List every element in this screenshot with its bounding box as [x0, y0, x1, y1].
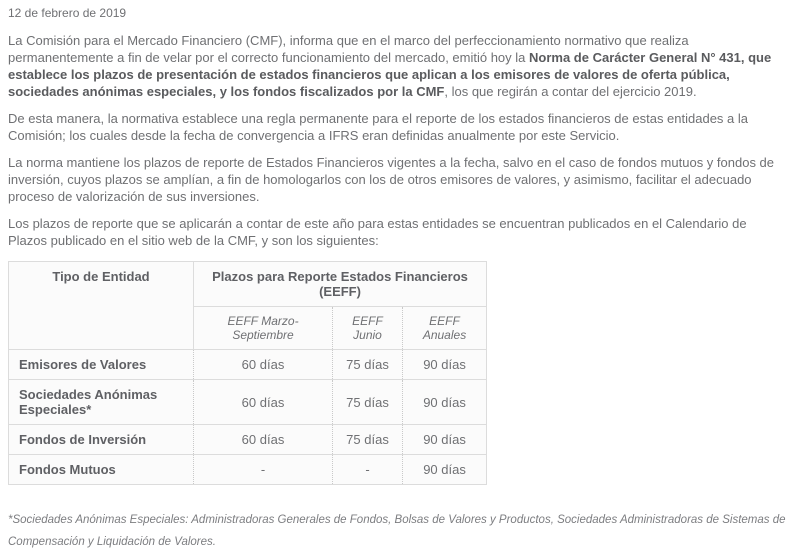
table-subheader-junio: EEFF Junio: [332, 306, 403, 350]
paragraph-intro: La Comisión para el Mercado Financiero (…: [8, 32, 786, 100]
value-marzo-septiembre: -: [193, 454, 333, 485]
publication-date: 12 de febrero de 2019: [8, 6, 127, 20]
paragraph-intro-pre: La Comisión para el Mercado Financiero (…: [8, 33, 689, 65]
paragraph-calendario-plazos: Los plazos de reporte que se aplicarán a…: [8, 216, 747, 248]
value-anuales: 90 días: [401, 379, 487, 425]
eeff-deadlines-table: Tipo de Entidad Plazos para Reporte Esta…: [8, 261, 488, 485]
value-junio: -: [332, 454, 403, 485]
table-header-entity-type: Tipo de Entidad: [52, 269, 150, 284]
value-junio: 75 días: [332, 349, 403, 380]
norma-caracter-general-bold-text: Norma de Carácter General N° 431, que es…: [8, 50, 772, 99]
table-row-fondos-inversion: Fondos de Inversión 60 días 75 días 90 d…: [8, 424, 487, 455]
value-marzo-septiembre: 60 días: [193, 349, 333, 380]
entity-label: Fondos de Inversión: [8, 424, 194, 455]
entity-label: Fondos Mutuos: [8, 454, 194, 485]
value-anuales: 90 días: [401, 349, 487, 380]
paragraph-regla-permanente: De esta manera, la normativa establece u…: [8, 111, 749, 143]
table-subheader-anuales: EEFF Anuales: [401, 306, 487, 350]
value-marzo-septiembre: 60 días: [193, 379, 333, 425]
table-row-emisores-valores: Emisores de Valores 60 días 75 días 90 d…: [8, 349, 487, 380]
value-anuales: 90 días: [401, 424, 487, 455]
press-release-page: 12 de febrero de 2019 La Comisión para e…: [8, 6, 786, 548]
table-subheader-row: EEFF Marzo-Septiembre EEFF Junio EEFF An…: [9, 306, 487, 350]
value-anuales: 90 días: [401, 454, 487, 485]
entity-label: Emisores de Valores: [8, 349, 194, 380]
table-row-fondos-mutuos: Fondos Mutuos - - 90 días: [8, 454, 487, 485]
table-row-sociedades-anonimas: Sociedades Anónimas Especiales* 60 días …: [8, 379, 487, 425]
value-marzo-septiembre: 60 días: [193, 424, 333, 455]
value-junio: 75 días: [332, 379, 403, 425]
table-header-row: Tipo de Entidad Plazos para Reporte Esta…: [9, 261, 487, 307]
table-header-plazos-group: Plazos para Reporte Estados Financieros …: [192, 261, 487, 307]
paragraph-plazos-vigentes: La norma mantiene los plazos de reporte …: [8, 155, 775, 204]
paragraph-intro-post: , los que regirán a contar del ejercicio…: [444, 84, 697, 99]
sociedades-anonimas-footnote: *Sociedades Anónimas Especiales: Adminis…: [8, 514, 786, 548]
entity-label: Sociedades Anónimas Especiales*: [8, 379, 194, 425]
table-subheader-marzo-septiembre: EEFF Marzo-Septiembre: [193, 306, 333, 350]
value-junio: 75 días: [332, 424, 403, 455]
